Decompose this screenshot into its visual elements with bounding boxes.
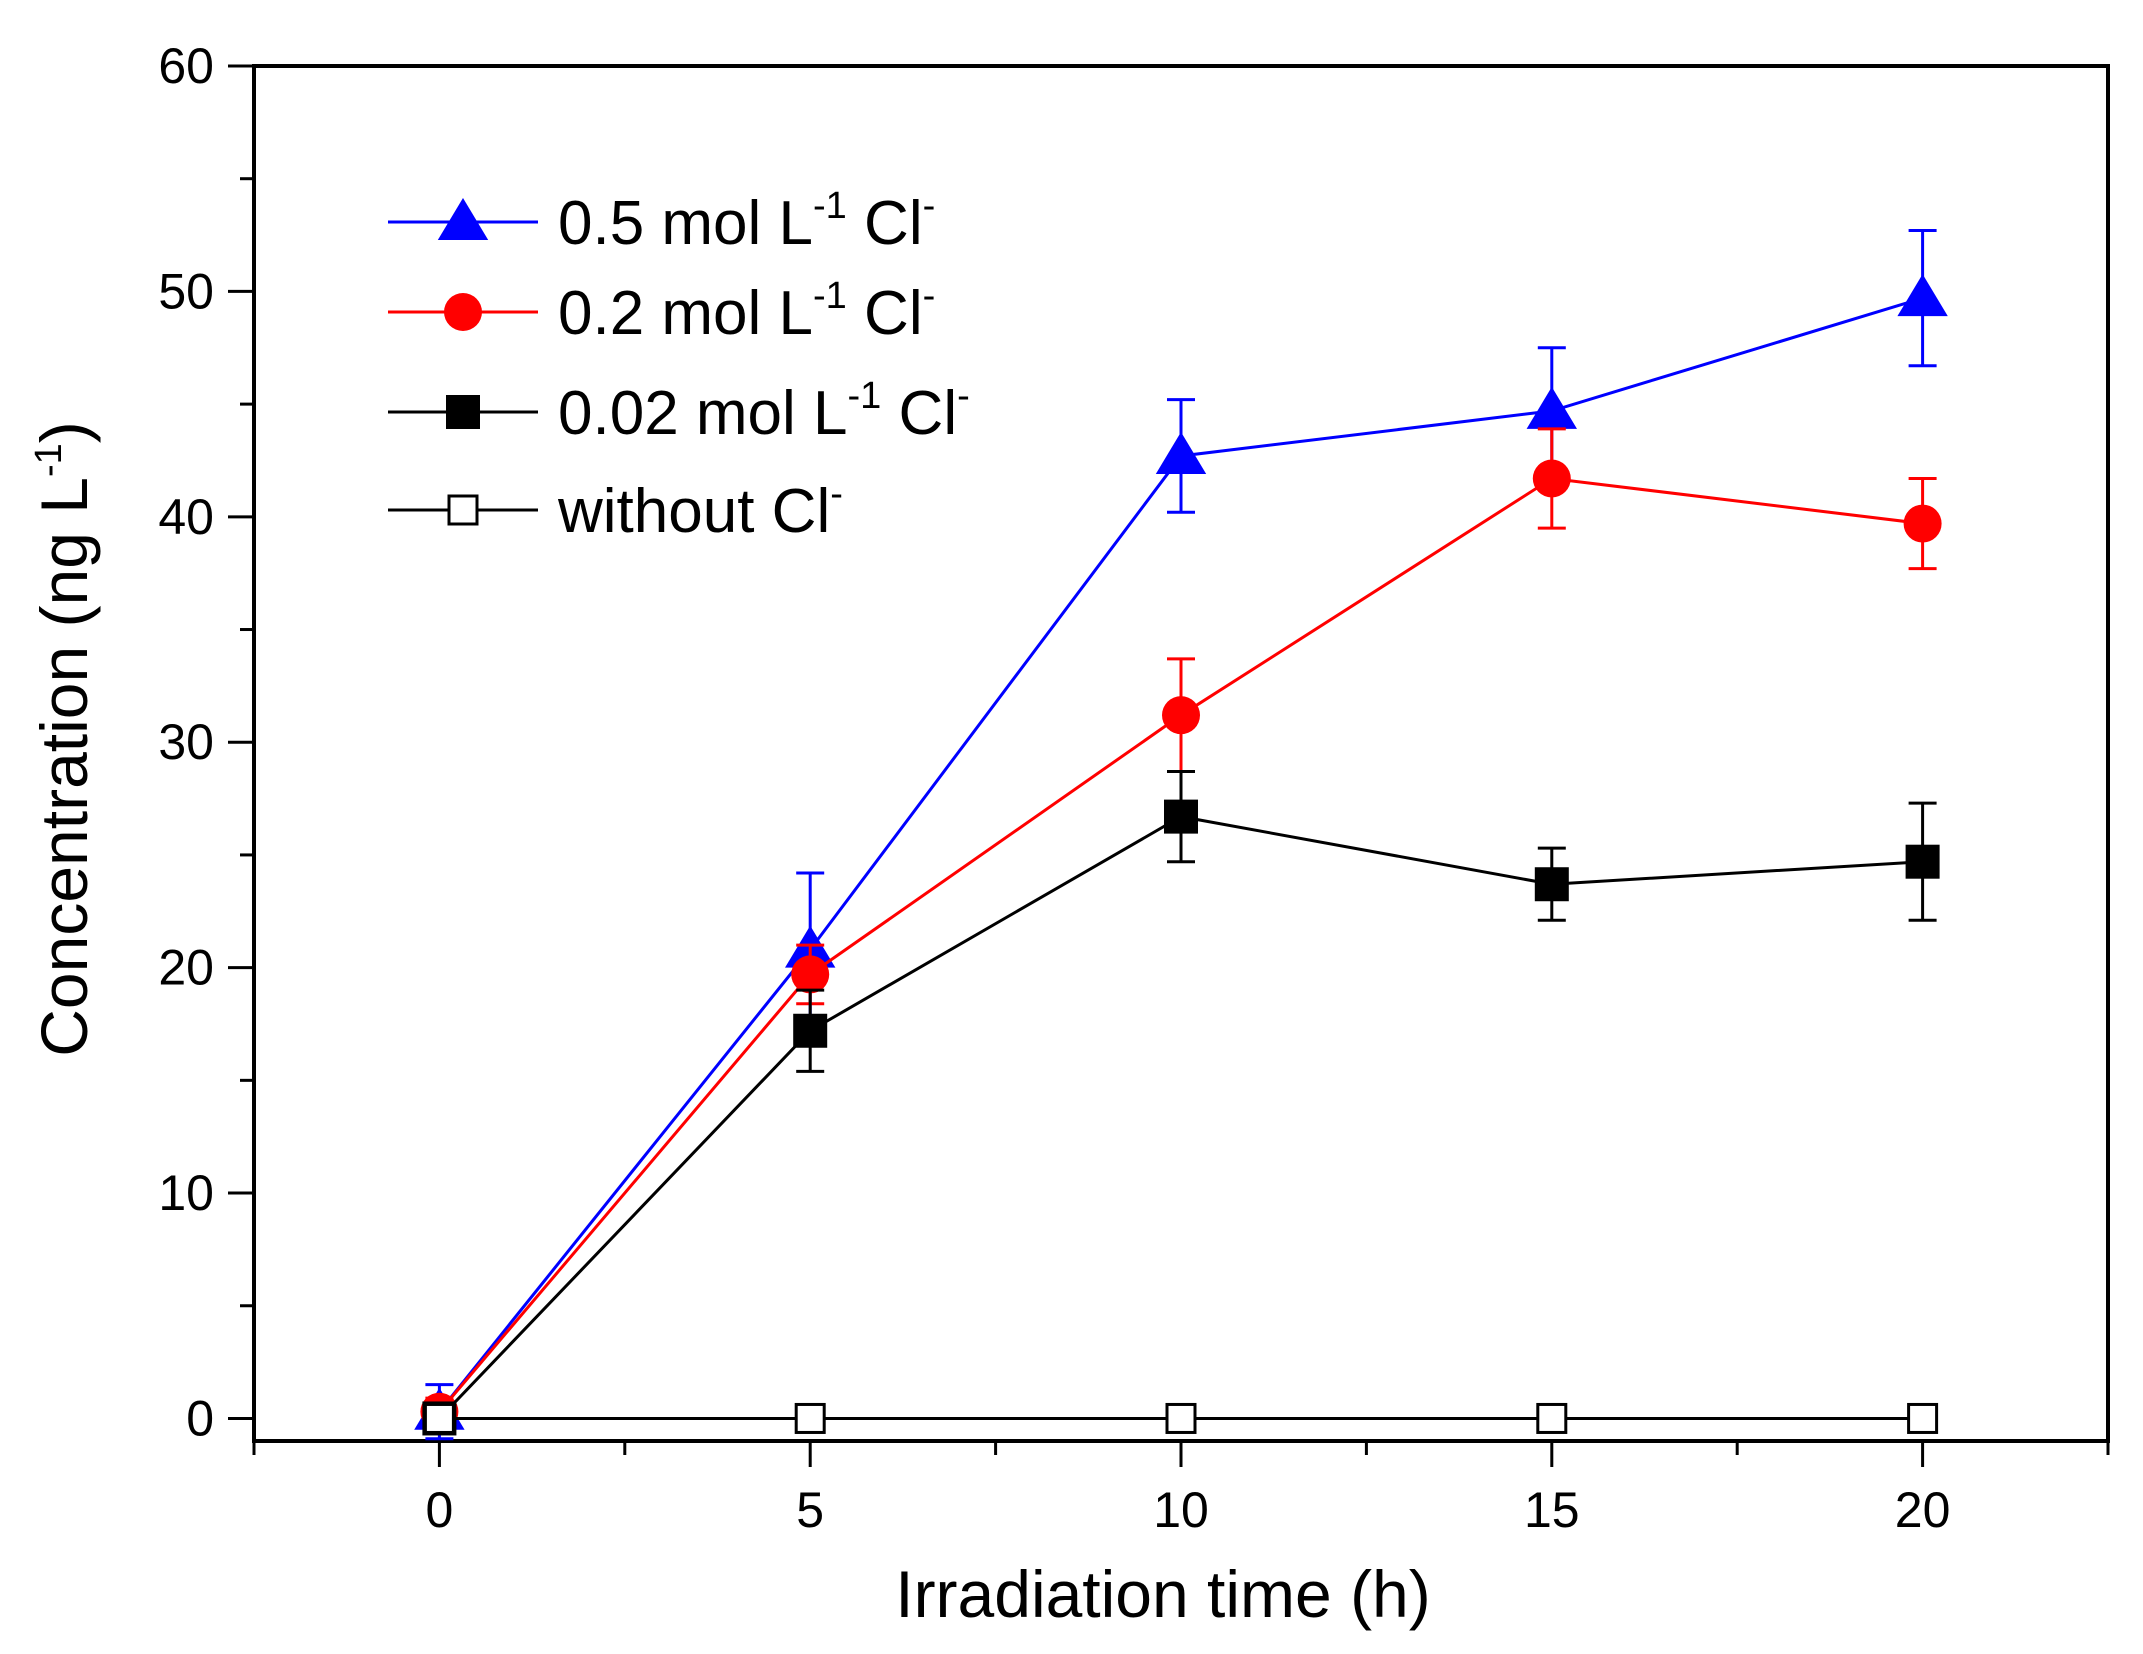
- data-point: [1532, 459, 1571, 498]
- legend-marker: [447, 494, 479, 526]
- data-point: [1162, 696, 1200, 735]
- legend-label-main: 0.02 mol L: [558, 379, 848, 448]
- y-tick-label: 10: [158, 1165, 214, 1221]
- data-point: [1534, 867, 1569, 902]
- legend-entry-1: 0.2 mol L-1 Cl-: [388, 275, 935, 348]
- legend-label-superscript: -: [923, 275, 936, 317]
- legend-label-superscript: -1: [813, 275, 847, 317]
- y-axis-label-main: Concentration (ng L: [27, 477, 101, 1057]
- y-tick-label: 50: [158, 263, 214, 319]
- legend-label-main: 0.5 mol L: [558, 189, 813, 258]
- legend-label-superscript: -1: [848, 375, 882, 417]
- legend-label-main: without Cl: [557, 477, 830, 546]
- x-axis-label: Irradiation time (h): [895, 1557, 1431, 1631]
- data-point: [1905, 844, 1940, 879]
- y-tick-label: 30: [158, 714, 214, 770]
- legend-label-mid: Cl: [847, 279, 923, 348]
- data-point: [1903, 504, 1942, 543]
- data-point: [1536, 1402, 1568, 1434]
- legend-marker: [444, 293, 482, 331]
- legend-entry-2: 0.02 mol L-1 Cl-: [388, 375, 970, 448]
- data-point: [793, 1013, 828, 1048]
- x-tick-label: 20: [1895, 1482, 1951, 1538]
- x-axis-ticks: 0 5 10 15 20: [252, 1441, 2110, 1538]
- data-point: [423, 1402, 455, 1434]
- legend-label-superscript: -1: [813, 185, 847, 227]
- legend-label-mid: Cl: [881, 379, 957, 448]
- legend-label: 0.2 mol L-1 Cl-: [558, 275, 935, 348]
- x-tick-label: 0: [425, 1482, 453, 1538]
- legend-entry-3: without Cl-: [388, 473, 843, 546]
- data-point: [791, 955, 830, 994]
- legend-label: without Cl-: [557, 473, 843, 546]
- data-point: [794, 1402, 826, 1434]
- legend-label-superscript: -: [830, 473, 843, 515]
- x-tick-label: 10: [1153, 1482, 1209, 1538]
- legend-marker: [446, 395, 480, 429]
- y-tick-label: 0: [186, 1390, 214, 1446]
- legend-label: 0.02 mol L-1 Cl-: [558, 375, 970, 448]
- y-axis-ticks: 0 10 20 30 40 50 60: [158, 38, 254, 1446]
- y-tick-label: 60: [158, 38, 214, 94]
- data-point: [1155, 431, 1207, 474]
- data-point: [1907, 1402, 1939, 1434]
- legend: 0.5 mol L-1 Cl-0.2 mol L-1 Cl-0.02 mol L…: [388, 185, 970, 546]
- y-axis-label-superscript: -1: [28, 443, 70, 477]
- legend-label-main: 0.2 mol L: [558, 279, 813, 348]
- y-axis-label-close: ): [27, 421, 101, 443]
- legend-marker: [437, 198, 489, 240]
- x-tick-label: 15: [1524, 1482, 1580, 1538]
- legend-label-mid: Cl: [847, 189, 923, 258]
- data-point: [1164, 799, 1198, 834]
- series-3: [423, 1402, 1939, 1434]
- data-point: [1526, 386, 1577, 429]
- legend-entry-0: 0.5 mol L-1 Cl-: [388, 185, 935, 258]
- x-tick-label: 5: [796, 1482, 824, 1538]
- legend-label-superscript: -: [923, 185, 936, 227]
- series-layer: [414, 229, 1948, 1441]
- y-tick-label: 40: [158, 489, 214, 545]
- legend-label-superscript: -: [957, 375, 970, 417]
- legend-label: 0.5 mol L-1 Cl-: [558, 185, 935, 258]
- y-axis-label: Concentration (ng L-1): [27, 421, 101, 1056]
- data-point: [1897, 274, 1948, 317]
- data-point: [1165, 1402, 1197, 1434]
- y-tick-label: 20: [158, 940, 214, 996]
